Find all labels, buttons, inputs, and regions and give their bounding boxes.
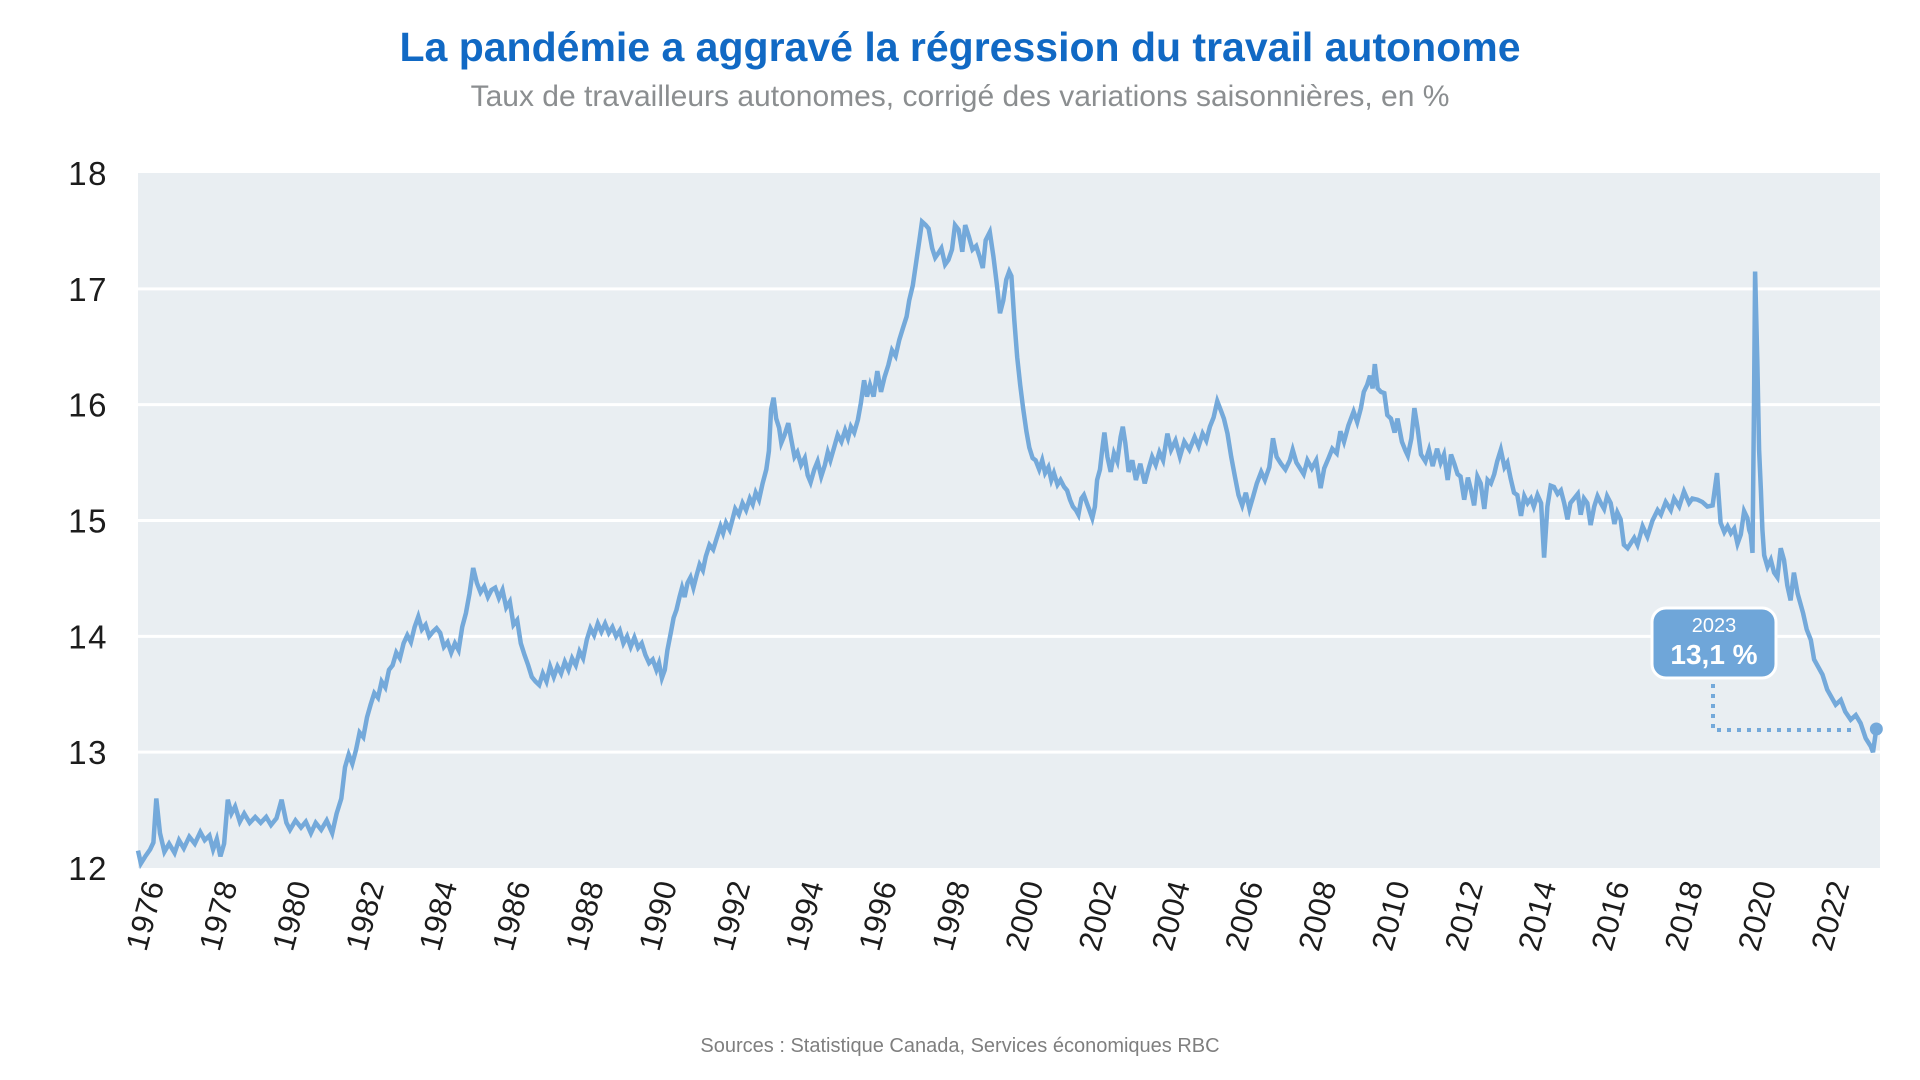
annotation-year-label: 2023 [1692, 615, 1737, 637]
x-axis-label: 2010 [1365, 877, 1417, 955]
x-axis-label: 1984 [412, 877, 464, 955]
series-end-dot [1869, 722, 1883, 736]
x-axis-label: 1978 [192, 877, 244, 955]
y-axis-label: 18 [68, 155, 108, 192]
x-axis-label: 1976 [119, 877, 171, 955]
x-axis-label: 1980 [266, 877, 318, 955]
annotation-box [1650, 606, 1778, 680]
series-line [135, 217, 1883, 870]
y-axis-label: 16 [68, 387, 108, 424]
x-axis-label: 1982 [339, 877, 391, 955]
x-axis-label: 1994 [779, 877, 831, 955]
series-path [135, 217, 1879, 870]
x-axis-label: 2002 [1072, 877, 1124, 955]
source-note: Sources : Statistique Canada, Services é… [700, 1035, 1220, 1057]
chart-title: La pandémie a aggravé la régression du t… [399, 24, 1521, 70]
x-axis-label: 2016 [1584, 877, 1636, 955]
y-axis-label: 17 [68, 271, 108, 308]
annotation-value-label: 13,1 % [1670, 639, 1757, 670]
x-axis-label: 1998 [925, 877, 977, 955]
y-axis-label: 12 [68, 850, 108, 887]
chart-subtitle: Taux de travailleurs autonomes, corrigé … [470, 80, 1450, 113]
x-axis-label: 2012 [1438, 877, 1490, 955]
x-axis-label: 2000 [998, 877, 1050, 955]
x-axis-label: 2020 [1731, 877, 1783, 955]
x-axis-label: 2006 [1218, 877, 1270, 955]
x-axis-label: 1996 [852, 877, 904, 955]
x-axis-label: 2014 [1511, 877, 1563, 955]
x-axis-label: 1986 [485, 877, 537, 955]
x-axis-label: 2018 [1658, 877, 1710, 955]
x-axis-labels: 1976 1978 1980 1982 1984 1986 1988 1990 1992 1994… [119, 877, 1856, 955]
y-axis-label: 13 [68, 734, 108, 771]
y-axis-label: 14 [68, 618, 108, 655]
annotation-2023-callout: 2023 13,1 % [1650, 606, 1778, 680]
x-axis-label: 2008 [1291, 877, 1343, 955]
x-axis-label: 2022 [1804, 877, 1856, 955]
x-axis-label: 1992 [705, 877, 757, 955]
y-axis-label: 15 [68, 503, 108, 540]
y-axis-labels: 12 13 14 15 16 17 18 [68, 155, 108, 887]
x-axis-label: 1988 [559, 877, 611, 955]
x-axis-label: 1990 [632, 877, 684, 955]
x-axis-label: 2004 [1145, 877, 1197, 955]
